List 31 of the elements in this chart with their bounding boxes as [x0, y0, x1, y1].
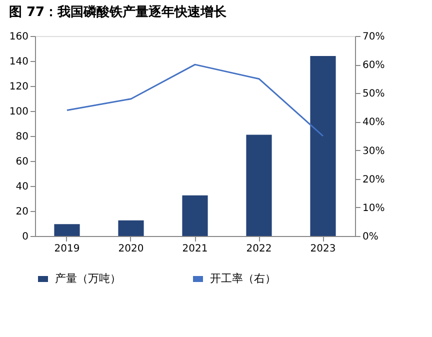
y2-tick-label: 70%: [362, 32, 385, 42]
y-tick-label: 40: [16, 182, 28, 192]
x-tick-label: 2021: [182, 244, 208, 254]
chart-title: 图 77：我国磷酸铁产量逐年快速增长: [8, 4, 228, 20]
y2-tick-label: 40%: [362, 117, 385, 128]
y-tick-label: 100: [9, 106, 28, 118]
x-tick-label: 2022: [246, 244, 272, 254]
legend-label: 开工率（右）: [210, 272, 276, 285]
y2-tick-label: 60%: [362, 60, 385, 72]
y-tick-label: 60: [16, 156, 28, 168]
line-series: [66, 64, 324, 137]
bar: [182, 195, 208, 236]
y2-tick-label: 20%: [362, 174, 385, 186]
y2-tick-label: 10%: [362, 202, 385, 214]
y-tick-label: 140: [9, 56, 28, 68]
legend-label: 产量（万吨）: [55, 272, 121, 285]
y-tick-label: 120: [9, 82, 28, 92]
x-tick-label: 2020: [118, 244, 144, 254]
bar: [310, 56, 336, 236]
bar: [54, 224, 80, 236]
y-tick-label: 20: [16, 206, 28, 218]
y-tick-label: 160: [9, 32, 28, 42]
y2-tick-label: 50%: [362, 88, 385, 100]
bar: [118, 220, 144, 236]
y-tick-label: 80: [16, 132, 28, 142]
x-tick-label: 2023: [310, 244, 336, 254]
bar: [246, 134, 272, 236]
y-tick-label: 0: [22, 232, 28, 242]
x-tick-label: 2019: [54, 244, 80, 254]
y2-tick-label: 0%: [362, 232, 378, 242]
y2-tick-label: 30%: [362, 146, 385, 157]
